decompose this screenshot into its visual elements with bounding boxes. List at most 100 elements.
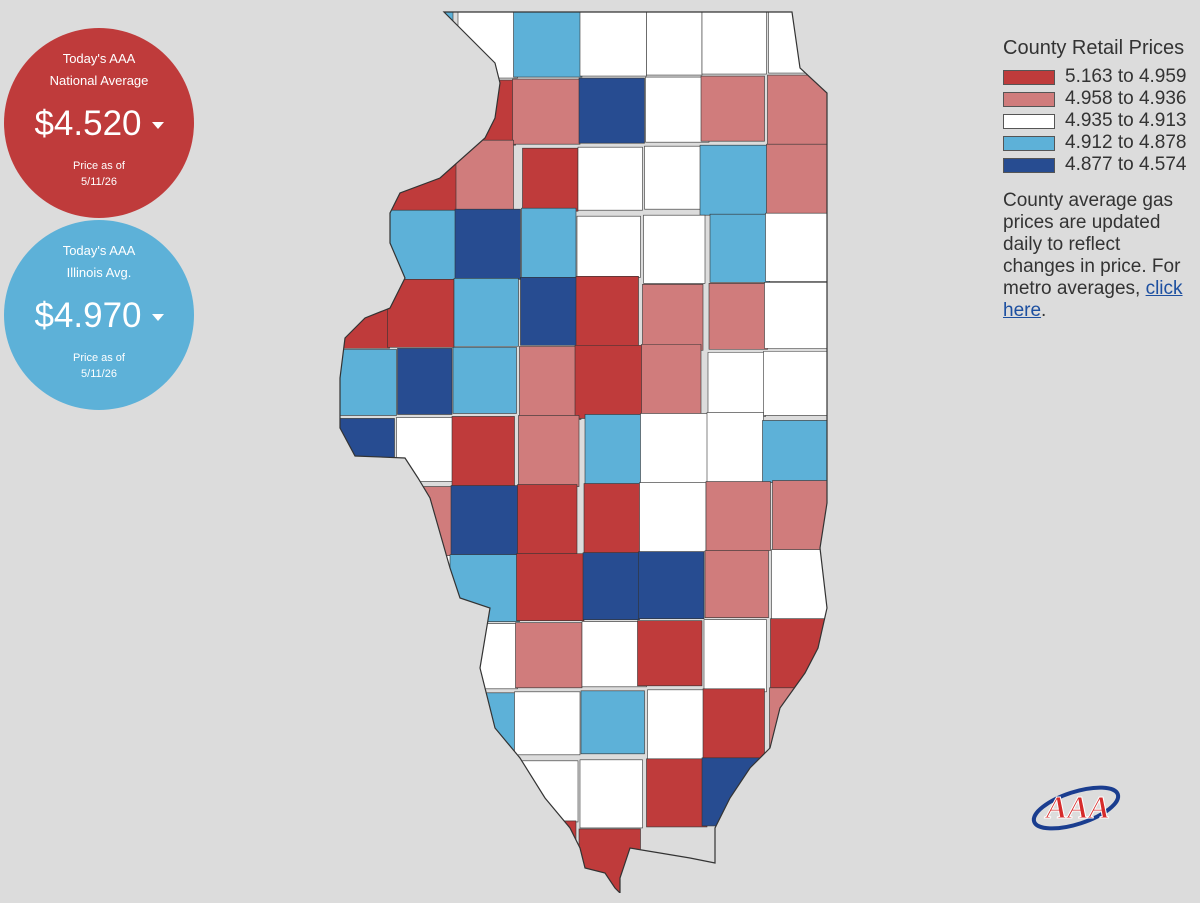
- county-region[interactable]: [583, 483, 642, 553]
- county-region[interactable]: [763, 351, 831, 416]
- county-region[interactable]: [519, 346, 582, 420]
- county-region[interactable]: [330, 72, 396, 148]
- county-region[interactable]: [517, 484, 578, 554]
- county-region[interactable]: [450, 485, 522, 555]
- county-region[interactable]: [579, 759, 643, 829]
- county-region[interactable]: [520, 277, 584, 346]
- county-region[interactable]: [704, 550, 769, 618]
- county-region[interactable]: [706, 412, 764, 484]
- county-region[interactable]: [388, 209, 457, 281]
- county-region[interactable]: [330, 556, 391, 624]
- county-region[interactable]: [390, 822, 457, 893]
- county-region[interactable]: [702, 688, 765, 760]
- county-region[interactable]: [643, 214, 706, 284]
- county-region[interactable]: [330, 280, 390, 349]
- county-region[interactable]: [768, 756, 831, 826]
- county-region[interactable]: [513, 8, 583, 78]
- county-region[interactable]: [642, 284, 704, 351]
- county-region[interactable]: [515, 622, 583, 689]
- county-region[interactable]: [765, 212, 831, 282]
- county-region[interactable]: [397, 348, 453, 415]
- illinois-county-map[interactable]: [330, 8, 830, 893]
- county-region[interactable]: [767, 74, 831, 148]
- county-region[interactable]: [449, 554, 520, 622]
- county-region[interactable]: [459, 623, 518, 690]
- county-region[interactable]: [581, 621, 647, 688]
- metro-averages-link[interactable]: click here: [1003, 278, 1183, 321]
- county-region[interactable]: [512, 820, 577, 893]
- county-region[interactable]: [387, 279, 455, 348]
- county-region[interactable]: [458, 692, 516, 757]
- county-region[interactable]: [708, 283, 768, 350]
- county-region[interactable]: [646, 758, 708, 828]
- county-region[interactable]: [700, 75, 765, 142]
- county-region[interactable]: [391, 8, 454, 80]
- county-region[interactable]: [453, 278, 519, 347]
- county-region[interactable]: [574, 345, 646, 419]
- county-region[interactable]: [646, 8, 703, 76]
- county-region[interactable]: [330, 754, 394, 826]
- county-region[interactable]: [330, 349, 397, 416]
- legend-label: 4.877 to 4.574: [1065, 154, 1187, 175]
- county-region[interactable]: [577, 146, 643, 211]
- county-region[interactable]: [514, 691, 581, 756]
- county-region[interactable]: [451, 416, 515, 488]
- county-region[interactable]: [512, 78, 581, 145]
- county-region[interactable]: [330, 487, 393, 550]
- county-region[interactable]: [518, 415, 580, 487]
- county-region[interactable]: [705, 481, 771, 551]
- county-region[interactable]: [389, 140, 459, 214]
- county-region[interactable]: [390, 71, 452, 147]
- county-region[interactable]: [772, 480, 831, 550]
- county-region[interactable]: [639, 482, 707, 552]
- county-region[interactable]: [764, 282, 831, 349]
- county-region[interactable]: [522, 147, 579, 212]
- county-region[interactable]: [392, 684, 452, 758]
- county-region[interactable]: [580, 690, 645, 755]
- county-region[interactable]: [513, 760, 579, 823]
- county-region[interactable]: [701, 8, 767, 75]
- county-region[interactable]: [516, 553, 585, 621]
- county-region[interactable]: [701, 757, 772, 827]
- county-region[interactable]: [330, 685, 396, 759]
- county-region[interactable]: [645, 76, 710, 143]
- county-region[interactable]: [457, 752, 514, 824]
- county-region[interactable]: [641, 344, 702, 418]
- county-region[interactable]: [456, 821, 521, 893]
- county-region[interactable]: [393, 624, 454, 691]
- county-region[interactable]: [703, 619, 767, 693]
- county-region[interactable]: [455, 139, 514, 213]
- county-region[interactable]: [578, 77, 645, 144]
- county-region[interactable]: [452, 347, 517, 414]
- county-region[interactable]: [637, 620, 703, 687]
- county-region[interactable]: [699, 144, 772, 216]
- county-region[interactable]: [391, 753, 459, 825]
- county-region[interactable]: [576, 215, 641, 278]
- county-region[interactable]: [709, 213, 770, 283]
- county-region[interactable]: [394, 555, 456, 623]
- county-region[interactable]: [762, 420, 831, 483]
- county-region[interactable]: [707, 352, 766, 417]
- county-region[interactable]: [457, 8, 518, 79]
- county-region[interactable]: [330, 823, 392, 893]
- county-region[interactable]: [638, 551, 705, 619]
- county-region[interactable]: [454, 208, 521, 280]
- county-region[interactable]: [395, 486, 458, 556]
- county-region[interactable]: [579, 8, 647, 77]
- county-region[interactable]: [330, 616, 389, 692]
- county-region[interactable]: [766, 143, 831, 215]
- county-region[interactable]: [575, 276, 639, 352]
- county-region[interactable]: [647, 689, 710, 761]
- county-region[interactable]: [330, 210, 392, 282]
- county-region[interactable]: [771, 549, 831, 624]
- county-region[interactable]: [769, 687, 831, 759]
- county-region[interactable]: [396, 417, 460, 482]
- county-region[interactable]: [640, 413, 709, 485]
- county-region[interactable]: [521, 207, 577, 279]
- county-region[interactable]: [330, 8, 389, 74]
- county-region[interactable]: [582, 552, 640, 620]
- county-region[interactable]: [578, 828, 641, 893]
- county-region[interactable]: [584, 414, 644, 486]
- county-region[interactable]: [330, 141, 394, 215]
- county-region[interactable]: [644, 145, 708, 210]
